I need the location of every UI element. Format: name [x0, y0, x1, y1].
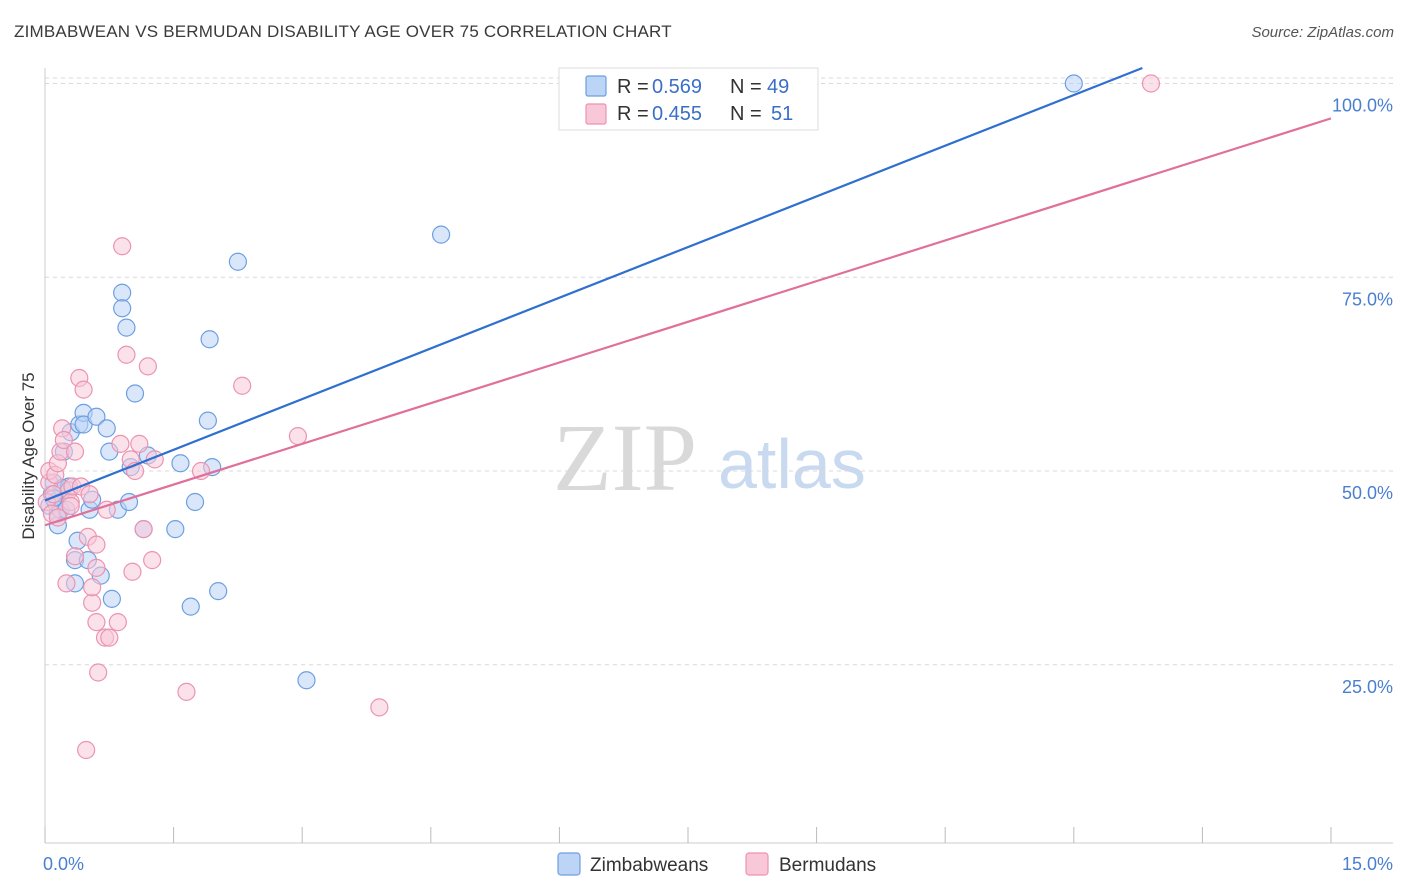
legend-zim-n-label: N = — [730, 76, 762, 98]
axes: 0.0% 15.0% — [43, 68, 1393, 874]
data-point-zimbabweans — [431, 225, 451, 244]
source-credit: Source: ZipAtlas.com — [1251, 24, 1394, 41]
legend-ber-r-value: 0.455 — [652, 103, 702, 125]
data-point-bermudans — [130, 434, 149, 453]
data-point-bermudans — [138, 357, 157, 376]
bottom-legend-swatch-bermudans — [745, 852, 769, 876]
legend-ber-n-value: 51 — [771, 103, 793, 125]
data-point-bermudans — [370, 698, 389, 717]
legend-swatch-zimbabweans — [585, 75, 607, 97]
data-point-bermudans — [123, 562, 142, 581]
data-point-zimbabweans — [166, 520, 185, 539]
data-point-bermudans — [89, 663, 108, 682]
data-point-bermudans — [83, 578, 102, 597]
y-tick-label: 75.0% — [1342, 289, 1393, 309]
correlation-legend: R = 0.569 N = 49 R = 0.455 N = 51 — [558, 67, 819, 131]
data-point-bermudans — [87, 613, 106, 632]
data-point-bermudans — [87, 558, 106, 577]
watermark-atlas: atlas — [718, 425, 866, 503]
y-axis-label: Disability Age Over 75 — [19, 372, 38, 539]
data-point-zimbabweans — [209, 582, 228, 601]
data-point-bermudans — [177, 682, 196, 701]
data-point-bermudans — [233, 376, 252, 395]
data-point-zimbabweans — [198, 411, 217, 430]
data-point-bermudans — [288, 427, 308, 446]
y-tick-label: 25.0% — [1342, 677, 1393, 697]
y-tick-label: 100.0% — [1332, 96, 1393, 116]
data-point-bermudans — [100, 628, 119, 647]
data-point-bermudans — [87, 535, 106, 554]
data-point-bermudans — [108, 613, 127, 632]
data-point-bermudans — [65, 547, 85, 566]
bottom-legend-bermudans: Bermudans — [779, 855, 876, 876]
bottom-legend-zimbabweans: Zimbabweans — [590, 855, 708, 876]
x-tick-label-min: 0.0% — [43, 854, 84, 874]
legend-swatch-bermudans — [585, 103, 607, 125]
data-point-zimbabweans — [181, 597, 200, 616]
bottom-legend-swatch-zimbabweans — [557, 852, 581, 876]
data-point-zimbabweans — [117, 318, 136, 337]
y-tick-label: 50.0% — [1342, 483, 1393, 503]
gridlines: 25.0% 50.0% 75.0% 100.0% — [45, 77, 1393, 697]
watermark-zip: ZIP — [553, 404, 697, 511]
data-point-bermudans — [77, 740, 96, 760]
data-point-zimbabweans — [97, 419, 116, 438]
trend-line-bermudans — [44, 117, 1332, 527]
legend-ber-r-label: R = — [617, 103, 649, 125]
data-point-bermudans — [111, 434, 130, 453]
data-point-bermudans — [61, 496, 80, 515]
data-point-bermudans — [83, 593, 102, 612]
data-point-bermudans — [80, 485, 99, 504]
data-point-bermudans — [74, 380, 93, 399]
chart-title: ZIMBABWEAN VS BERMUDAN DISABILITY AGE OV… — [14, 22, 672, 41]
data-point-bermudans — [65, 442, 85, 461]
data-point-bermudans — [143, 551, 162, 570]
data-point-zimbabweans — [102, 589, 121, 608]
data-point-zimbabweans — [113, 283, 132, 302]
data-point-bermudans — [1141, 74, 1161, 93]
data-point-bermudans — [113, 237, 132, 256]
legend-zim-r-label: R = — [617, 76, 649, 98]
data-point-zimbabweans — [228, 252, 247, 271]
data-point-bermudans — [57, 574, 76, 593]
data-point-zimbabweans — [113, 299, 132, 318]
trend-lines — [44, 66, 1332, 527]
trend-line-zimbabweans — [44, 66, 1143, 502]
data-point-bermudans — [54, 430, 73, 450]
data-point-bermudans — [134, 520, 153, 539]
legend-zim-n-value: 49 — [767, 76, 789, 98]
data-point-zimbabweans — [297, 671, 316, 690]
data-point-zimbabweans — [125, 384, 145, 403]
series-legend: Zimbabweans Bermudans — [557, 852, 876, 876]
data-point-zimbabweans — [87, 407, 106, 426]
data-point-zimbabweans — [1064, 74, 1083, 93]
legend-ber-n-label: N = — [730, 103, 762, 125]
x-tick-label-max: 15.0% — [1342, 854, 1393, 874]
data-point-bermudans — [117, 345, 136, 364]
data-point-zimbabweans — [171, 454, 190, 473]
legend-zim-r-value: 0.569 — [652, 76, 702, 98]
data-point-zimbabweans — [185, 492, 205, 512]
data-point-zimbabweans — [200, 330, 219, 349]
